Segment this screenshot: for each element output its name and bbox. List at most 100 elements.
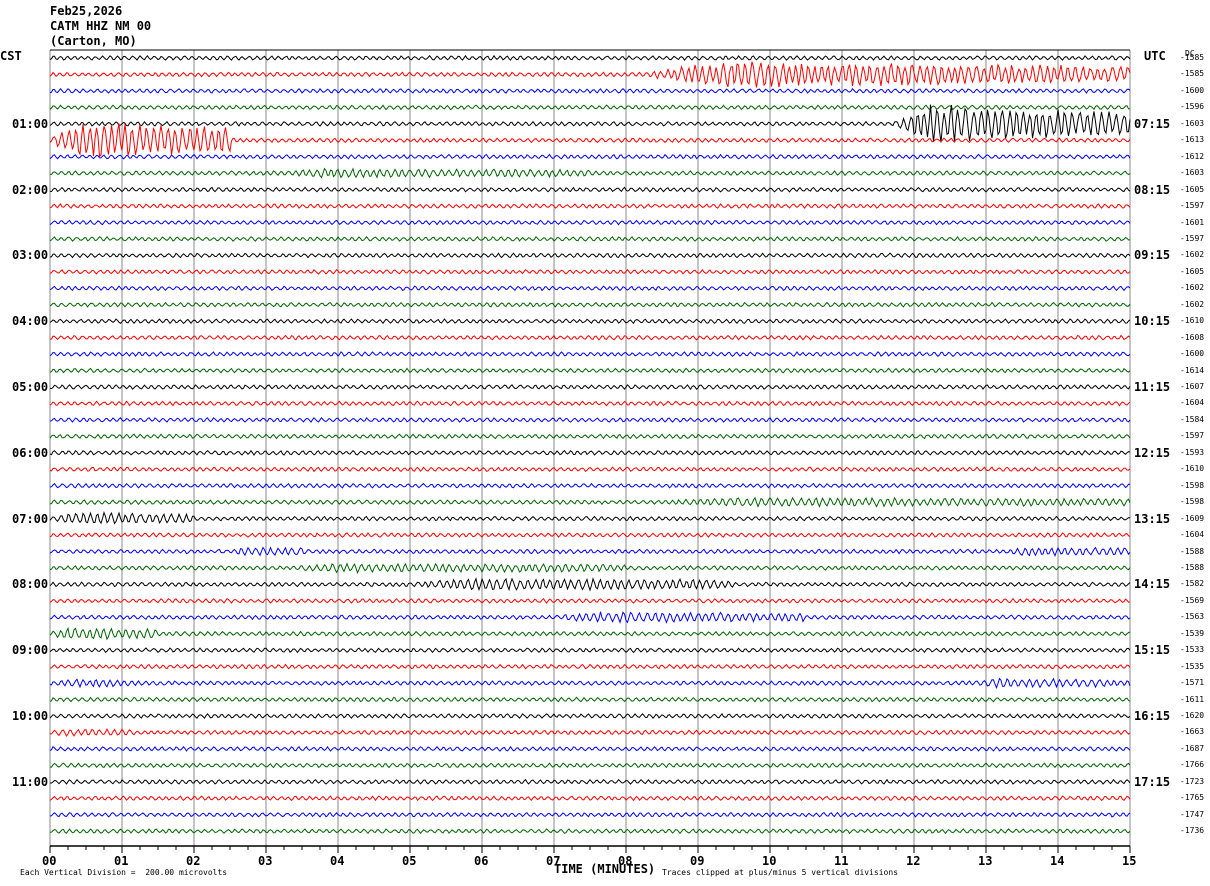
x-tick-label: 05 [402, 854, 417, 868]
right-hour-label: 11:15 [1134, 380, 1171, 394]
x-tick-label: 02 [186, 854, 201, 868]
dc-offset-label: -1600 [1180, 349, 1205, 359]
dc-offset-label: -1539 [1180, 628, 1205, 638]
left-hour-label: 04:00 [12, 314, 49, 329]
x-tick-label: 13 [978, 854, 993, 868]
right-hour-label: 08:15 [1134, 182, 1171, 197]
x-tick-label: 09 [690, 854, 705, 868]
trace-line [49, 203, 1131, 210]
dc-offset-label: -1611 [1180, 694, 1205, 704]
dc-offset-label: -1588 [1180, 546, 1205, 556]
trace-line [49, 54, 1131, 61]
left-hour-label: 09:00 [12, 643, 49, 658]
dc-offset-label: -1600 [1180, 85, 1205, 95]
dc-offset-label: -1604 [1180, 398, 1205, 408]
dc-offset-label: -1736 [1180, 826, 1205, 836]
trace-line [49, 510, 1131, 525]
time-axis [49, 845, 1131, 853]
left-hour-label: 02:00 [12, 182, 49, 197]
dc-offset-label: -1608 [1180, 332, 1205, 342]
trace-line [49, 417, 1131, 423]
clip-note: Traces clipped at plus/minus 5 vertical … [662, 868, 899, 877]
dc-offset-label: -1588 [1180, 562, 1205, 572]
trace-line [49, 104, 1131, 111]
dc-offset-label: -1569 [1180, 595, 1205, 605]
trace-line [49, 712, 1131, 720]
dc-offset-label: -1601 [1180, 217, 1205, 227]
dc-offset-label: -1597 [1180, 201, 1205, 211]
trace-line [49, 496, 1131, 508]
helicorder-traces [49, 54, 1131, 835]
dc-offset-label: -1597 [1180, 233, 1205, 243]
trace-line [49, 795, 1131, 802]
dc-offset-label: -1602 [1180, 250, 1205, 260]
station-label: CATM HHZ NM 00 [50, 19, 152, 33]
trace-line [49, 61, 1131, 88]
dc-offset-label: -1603 [1180, 118, 1205, 128]
dc-offset-label: -1747 [1180, 809, 1205, 819]
dc-offset-label: -1563 [1180, 612, 1205, 622]
x-tick-label: 03 [258, 854, 273, 868]
left-hour-label: 08:00 [12, 577, 49, 592]
trace-line [49, 745, 1131, 752]
x-tick-label: 08 [618, 854, 633, 868]
trace-line [49, 647, 1131, 654]
dc-offset-label: -1604 [1180, 530, 1205, 540]
x-tick-label: 11 [834, 854, 849, 868]
dc-offset-label: -1766 [1180, 760, 1205, 770]
dc-offset-label: -1585 [1180, 53, 1205, 62]
dc-offset-label: -1605 [1180, 184, 1205, 194]
trace-line [49, 367, 1131, 374]
dc-offset-label: -1607 [1180, 382, 1205, 391]
x-tick-label: 00 [42, 854, 57, 868]
x-tick-label: 07 [546, 854, 561, 868]
x-tick-label: 14 [1050, 854, 1065, 868]
left-hour-label: 05:00 [12, 380, 49, 394]
trace-line [49, 235, 1131, 242]
right-hour-label: 17:15 [1134, 774, 1171, 789]
dc-offset-label: -1596 [1180, 102, 1205, 112]
date-label: Feb25,2026 [50, 4, 123, 18]
trace-line [49, 696, 1131, 703]
dc-offset-label: -1765 [1180, 793, 1205, 803]
trace-line [49, 384, 1131, 391]
trace-line [49, 104, 1131, 143]
trace-line [49, 219, 1131, 226]
trace-line [49, 400, 1131, 407]
left-hour-label: 06:00 [12, 445, 49, 460]
trace-line [49, 531, 1131, 539]
dc-offset-label: -1612 [1180, 151, 1205, 161]
dc-offset-label: -1535 [1180, 661, 1205, 671]
trace-line [49, 466, 1131, 473]
trace-line [49, 123, 1131, 158]
trace-line [49, 828, 1131, 835]
trace-line [49, 153, 1131, 160]
dc-offset-label: -1598 [1180, 497, 1205, 507]
trace-line [49, 482, 1131, 489]
trace-line [49, 778, 1131, 785]
dc-offset-label: -1610 [1180, 316, 1205, 326]
left-hour-label: 07:00 [12, 511, 49, 526]
trace-line [49, 577, 1131, 592]
trace-line [49, 727, 1131, 737]
left-hour-label: 01:00 [12, 116, 49, 131]
right-hour-label: 07:15 [1134, 116, 1171, 131]
dc-offset-label: -1687 [1180, 743, 1205, 753]
dc-offset-label: -1585 [1180, 69, 1205, 79]
trace-line [50, 663, 1131, 670]
dc-label: DC [1185, 49, 1195, 58]
trace-line [49, 301, 1131, 308]
trace-line [49, 167, 1131, 179]
trace-line [49, 334, 1131, 341]
trace-line [49, 562, 1131, 575]
left-timezone-label: CST [0, 49, 22, 63]
trace-line [49, 449, 1131, 456]
trace-line [49, 285, 1131, 292]
x-tick-label: 10 [762, 854, 777, 868]
trace-line [49, 546, 1131, 558]
dc-offset-label: -1602 [1180, 283, 1205, 293]
left-hour-label: 11:00 [12, 774, 49, 789]
trace-line [49, 268, 1131, 275]
x-tick-label: 04 [330, 854, 345, 868]
